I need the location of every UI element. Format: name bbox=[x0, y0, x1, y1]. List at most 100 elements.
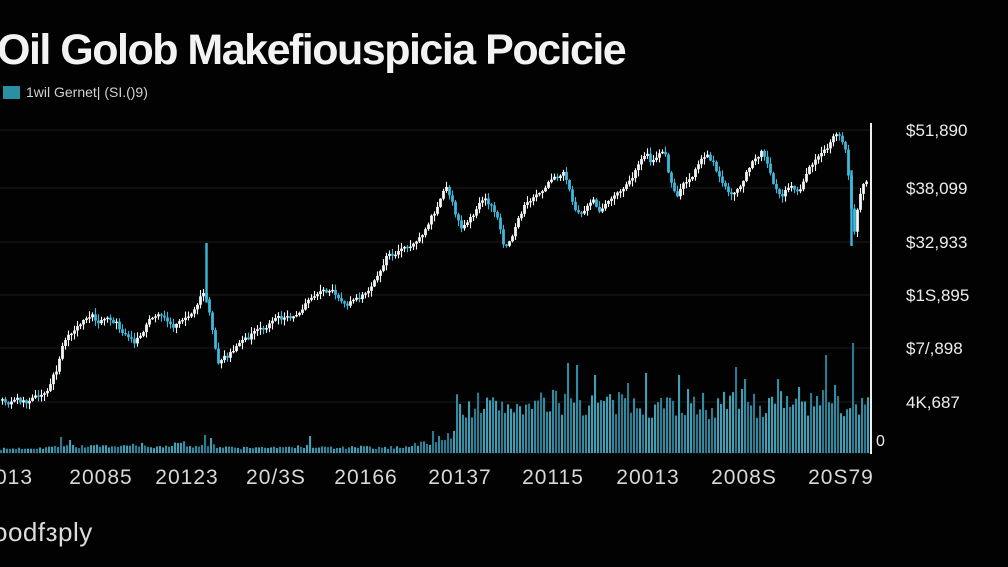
volume-bar bbox=[801, 401, 804, 453]
volume-bar bbox=[699, 409, 702, 453]
candle-body bbox=[787, 187, 790, 190]
candle-body bbox=[796, 189, 799, 192]
candle-body bbox=[346, 303, 349, 306]
candle-body bbox=[262, 327, 265, 330]
volume-bar bbox=[408, 446, 411, 453]
volume-bar bbox=[768, 398, 771, 453]
volume-bar bbox=[642, 414, 645, 453]
candle-body bbox=[859, 193, 862, 210]
volume-bar bbox=[513, 412, 516, 453]
candle-body bbox=[682, 183, 685, 189]
volume-bar bbox=[0, 450, 3, 453]
candle-body bbox=[538, 193, 541, 195]
volume-bar bbox=[534, 400, 537, 453]
volume-bar bbox=[249, 447, 252, 453]
candle-body bbox=[322, 289, 325, 292]
volume-bar bbox=[18, 447, 21, 453]
candle-body bbox=[358, 297, 361, 300]
candle-body bbox=[61, 345, 64, 359]
candle-body bbox=[391, 253, 394, 256]
volume-bar bbox=[168, 446, 171, 453]
volume-bar bbox=[777, 379, 780, 453]
candle-body bbox=[640, 159, 643, 165]
volume-bar bbox=[684, 415, 687, 453]
volume-bar bbox=[78, 448, 81, 453]
volume-bar bbox=[735, 367, 738, 453]
volume-bar bbox=[120, 445, 123, 453]
volume-bar bbox=[615, 414, 618, 453]
candle-body bbox=[283, 317, 286, 320]
candle-body bbox=[628, 180, 631, 185]
volume-bar bbox=[516, 403, 519, 453]
candle-body bbox=[541, 191, 544, 194]
volume-bar bbox=[672, 400, 675, 453]
candle-body bbox=[331, 289, 334, 292]
volume-bar bbox=[375, 448, 378, 453]
candle-body bbox=[316, 294, 319, 297]
candle-body bbox=[655, 157, 658, 160]
candle-body bbox=[250, 333, 253, 340]
candle-body bbox=[343, 301, 346, 304]
candle-body bbox=[241, 339, 244, 343]
volume-bar bbox=[6, 448, 9, 453]
candle-body bbox=[448, 186, 451, 196]
candle-body bbox=[823, 149, 826, 153]
volume-bar bbox=[96, 444, 99, 453]
candle-body bbox=[409, 246, 412, 248]
volume-bar bbox=[507, 404, 510, 453]
candle-body bbox=[580, 212, 583, 214]
candle-body bbox=[175, 323, 178, 328]
volume-bar bbox=[549, 411, 552, 453]
volume-bar bbox=[651, 417, 654, 453]
volume-bar bbox=[585, 414, 588, 453]
volume-bar bbox=[837, 396, 840, 453]
volume-bar bbox=[762, 416, 765, 453]
candle-body bbox=[154, 316, 157, 318]
candle-body bbox=[811, 164, 814, 167]
volume-bar bbox=[351, 446, 354, 453]
volume-bar bbox=[783, 408, 786, 453]
volume-bar bbox=[840, 413, 843, 453]
volume-bar bbox=[477, 392, 480, 453]
candle-body bbox=[583, 210, 586, 214]
candle-body bbox=[298, 312, 301, 315]
candle-body bbox=[124, 333, 127, 335]
volume-bar bbox=[381, 447, 384, 453]
candle-body bbox=[694, 169, 697, 178]
volume-bar bbox=[567, 363, 570, 453]
candle-body bbox=[85, 318, 88, 320]
candle-body bbox=[397, 251, 400, 255]
candle-body bbox=[688, 179, 691, 183]
volume-bar bbox=[600, 400, 603, 453]
candle-body bbox=[214, 330, 217, 349]
volume-bar bbox=[633, 398, 636, 453]
volume-bar bbox=[240, 449, 243, 453]
volume-bar bbox=[645, 373, 648, 453]
volume-bar bbox=[753, 393, 756, 453]
candle-body bbox=[649, 153, 652, 163]
candle-body bbox=[430, 215, 433, 225]
candle-body bbox=[232, 350, 235, 353]
volume-bar bbox=[159, 446, 162, 453]
candle-body bbox=[601, 208, 604, 212]
candle-body bbox=[532, 197, 535, 202]
volume-bar bbox=[279, 446, 282, 453]
volume-bar bbox=[489, 400, 492, 453]
candle-body bbox=[457, 214, 460, 221]
candle-body bbox=[484, 198, 487, 201]
candle-body bbox=[349, 301, 352, 306]
candle-body bbox=[472, 215, 475, 218]
volume-bar bbox=[405, 446, 408, 453]
candle-body bbox=[436, 206, 439, 214]
candle-body bbox=[217, 348, 220, 364]
candle-body bbox=[736, 189, 739, 193]
candle-body bbox=[718, 171, 721, 177]
candle-body bbox=[112, 319, 115, 324]
candle-body bbox=[835, 134, 838, 137]
volume-bar bbox=[363, 446, 366, 453]
candle-body bbox=[499, 217, 502, 230]
candle-body bbox=[100, 320, 103, 324]
volume-bar bbox=[660, 397, 663, 453]
candle-body bbox=[157, 314, 160, 317]
